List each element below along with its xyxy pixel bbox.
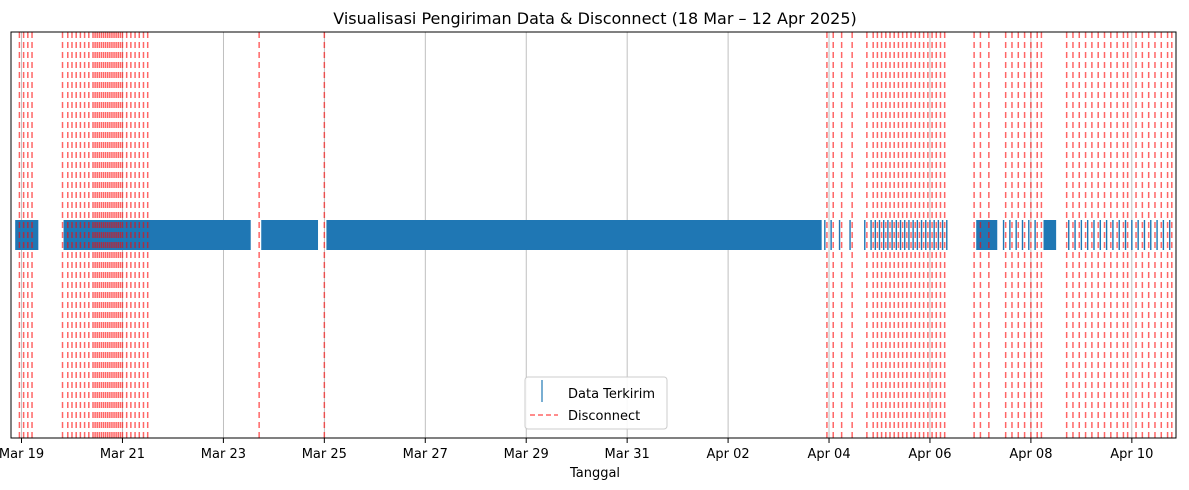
x-axis-label: Tanggal xyxy=(569,466,620,481)
x-tick-label: Mar 31 xyxy=(605,447,650,462)
x-tick-label: Apr 10 xyxy=(1110,447,1153,462)
x-tick-label: Mar 23 xyxy=(201,447,246,462)
legend: Data Terkirim Disconnect xyxy=(524,376,668,430)
plot-frame xyxy=(10,31,1177,439)
disconnect-lines xyxy=(18,32,1173,438)
legend-box xyxy=(524,376,668,430)
x-tick-label: Mar 19 xyxy=(0,447,44,462)
data-sent-period xyxy=(976,220,998,250)
x-axis-ticks: Mar 19 Mar 21 Mar 23 Mar 25 Mar 27 Mar 29 Mar … xyxy=(0,438,1153,462)
legend-data-terkirim-label: Data Terkirim xyxy=(568,387,655,402)
x-tick-label: Mar 29 xyxy=(504,447,549,462)
x-tick-label: Apr 02 xyxy=(706,447,749,462)
chart-title: Visualisasi Pengiriman Data & Disconnect… xyxy=(333,9,857,28)
data-sent-period xyxy=(261,220,319,250)
x-tick-label: Mar 25 xyxy=(302,447,347,462)
x-tick-label: Apr 06 xyxy=(908,447,951,462)
data-sent-period xyxy=(326,220,822,250)
legend-disconnect-label: Disconnect xyxy=(568,409,640,424)
x-tick-label: Mar 27 xyxy=(403,447,448,462)
data-sent-period xyxy=(1043,220,1057,250)
x-tick-label: Mar 21 xyxy=(100,447,145,462)
data-sent-period xyxy=(63,220,251,250)
data-sent-markers xyxy=(15,220,1171,250)
x-tick-label: Apr 08 xyxy=(1009,447,1052,462)
x-tick-label: Apr 04 xyxy=(807,447,850,462)
